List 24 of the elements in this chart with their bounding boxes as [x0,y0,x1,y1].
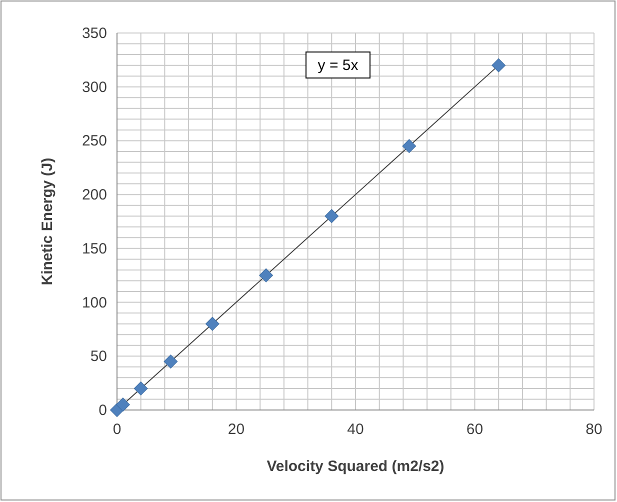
x-tick-label: 40 [347,421,364,438]
point [259,268,274,282]
y-tick-label: 150 [82,240,107,258]
point [164,354,178,368]
x-tick-label: 60 [466,421,484,438]
y-tick-label: 250 [82,132,107,150]
x-tick-label: 80 [586,421,602,438]
y-tick-label: 350 [82,25,107,42]
y-tick-label: 200 [82,186,107,204]
point [205,316,220,331]
y-tick-label: 100 [82,294,107,312]
y-axis-title: Kinetic Energy (J) [39,158,56,286]
y-tick-label: 50 [90,348,107,366]
point [116,398,130,412]
y-tick-label: 0 [98,402,107,419]
point [134,382,148,396]
x-tick-label: 0 [112,421,122,438]
x-axis-title: Velocity Squared (m2/s2) [266,458,444,475]
x-tick-label: 20 [228,421,245,438]
annotation: y = 5x [318,57,359,74]
point [324,209,339,224]
y-tick-label: 300 [82,78,107,96]
point [492,58,506,72]
point [402,139,416,154]
